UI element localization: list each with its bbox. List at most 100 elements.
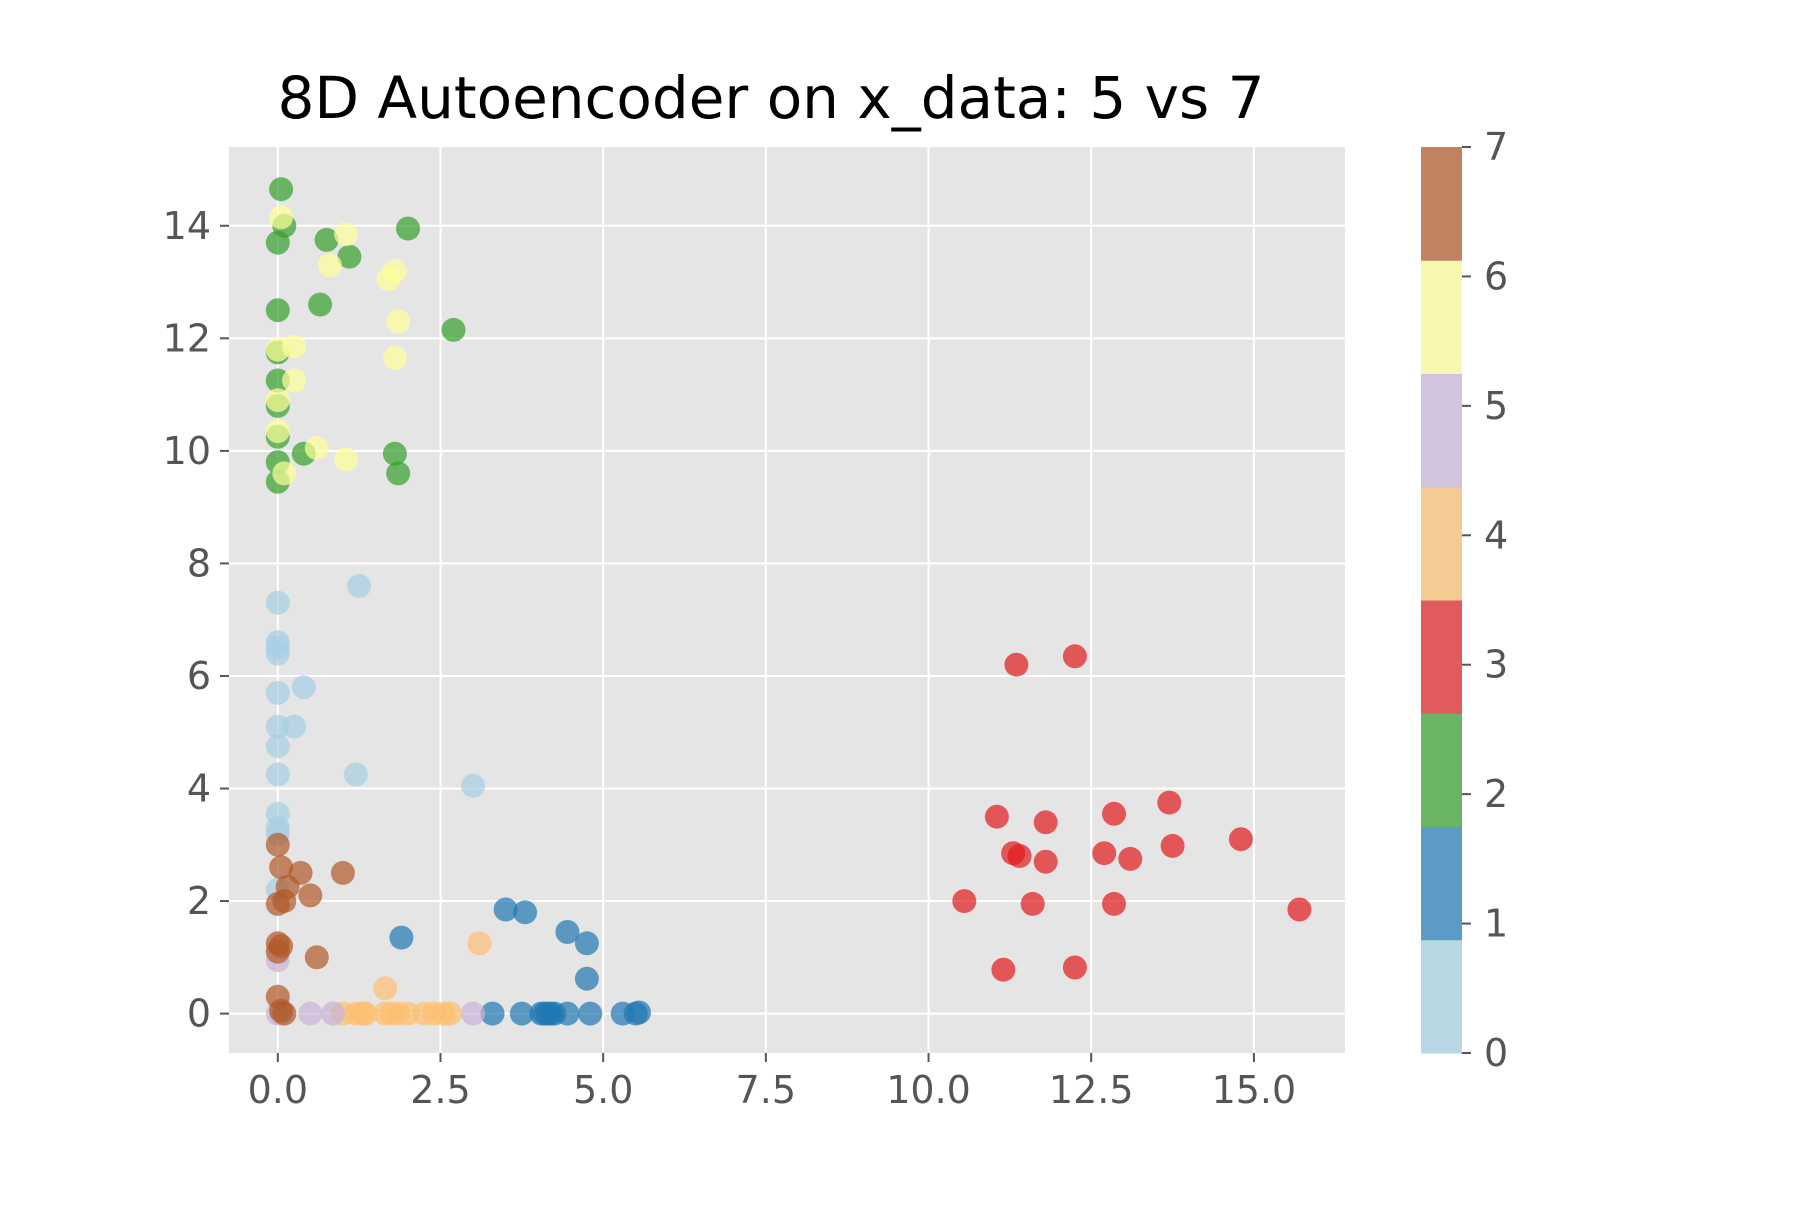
data-point: [269, 177, 294, 202]
y-tick-label: 0: [187, 992, 211, 1036]
data-point: [272, 889, 297, 914]
data-point: [304, 436, 329, 461]
data-point: [265, 230, 290, 255]
data-point: [317, 253, 342, 278]
data-point: [330, 860, 355, 885]
data-point: [347, 573, 372, 598]
colorbar-tick-label: 4: [1484, 513, 1508, 557]
y-tick-label: 4: [187, 767, 211, 811]
y-tick-label: 10: [163, 429, 211, 473]
data-point: [574, 931, 599, 956]
data-point: [952, 889, 977, 914]
colorbar-segment: [1421, 486, 1462, 601]
data-point: [441, 317, 466, 342]
colorbar-tick-label: 2: [1484, 772, 1508, 816]
data-point: [1007, 844, 1032, 868]
data-point: [382, 346, 407, 370]
data-point: [1160, 833, 1185, 858]
colorbar-segment: [1421, 600, 1462, 714]
data-point: [1092, 841, 1117, 866]
data-point: [265, 734, 290, 759]
data-point: [265, 832, 290, 857]
data-point: [269, 205, 294, 230]
data-point: [1118, 846, 1143, 871]
data-point: [382, 258, 407, 283]
data-point: [265, 419, 290, 444]
colorbar-tick-label: 6: [1484, 254, 1508, 298]
data-point: [461, 773, 485, 798]
data-point: [1004, 652, 1029, 677]
y-tick-label: 14: [163, 204, 211, 248]
data-point: [304, 945, 329, 970]
data-points: [265, 177, 1312, 1026]
data-point: [265, 298, 290, 323]
colorbar-tick-label: 0: [1484, 1031, 1508, 1075]
x-tick-label: 15.0: [1212, 1068, 1297, 1112]
colorbar-tick-label: 1: [1484, 902, 1508, 946]
data-point: [467, 931, 492, 956]
colorbar-segment: [1421, 713, 1462, 827]
colorbar: 0 1 2 3 4 5 6 7: [1421, 125, 1508, 1075]
colorbar-segment: [1421, 147, 1462, 261]
data-point: [1157, 790, 1182, 815]
data-point: [461, 1001, 485, 1026]
data-point: [984, 804, 1009, 829]
data-point: [282, 368, 307, 393]
data-point: [386, 461, 411, 486]
data-point: [513, 900, 538, 925]
data-point: [265, 641, 290, 666]
colorbar-segment: [1421, 373, 1462, 488]
y-tick-label: 8: [187, 541, 211, 585]
data-point: [314, 227, 339, 252]
y-tick-label: 6: [187, 654, 211, 698]
data-point: [386, 309, 411, 334]
data-point: [298, 883, 323, 908]
data-point: [578, 1001, 603, 1026]
data-point: [272, 461, 297, 486]
x-tick-label: 12.5: [1049, 1068, 1134, 1112]
data-point: [265, 590, 290, 615]
data-point: [1033, 810, 1058, 835]
data-point: [1228, 827, 1253, 852]
colorbar-segment: [1421, 826, 1462, 941]
x-tick-label: 2.5: [410, 1068, 470, 1112]
x-tick-label: 7.5: [736, 1068, 796, 1112]
data-point: [373, 976, 398, 1001]
colorbar-tick-label: 7: [1484, 125, 1508, 169]
data-point: [265, 939, 290, 964]
x-tick-label: 5.0: [573, 1068, 633, 1112]
data-point: [1102, 801, 1126, 826]
data-point: [308, 292, 333, 317]
data-point: [396, 216, 420, 241]
data-point: [265, 337, 290, 362]
colorbar-segment: [1421, 260, 1462, 374]
data-point: [1020, 891, 1045, 916]
data-point: [321, 1001, 346, 1026]
data-point: [334, 447, 359, 472]
data-point: [1033, 849, 1058, 874]
data-point: [353, 1001, 378, 1026]
data-point: [272, 1001, 297, 1026]
y-axis: 0 2 4 6 8 10 12 14: [163, 204, 229, 1036]
data-point: [1287, 897, 1312, 922]
data-point: [269, 855, 294, 880]
x-axis: 0.0 2.5 5.0 7.5 10.0 12.5 15.0: [248, 1053, 1297, 1112]
data-point: [493, 897, 518, 922]
data-point: [438, 1001, 463, 1026]
colorbar-tick-label: 5: [1484, 384, 1508, 428]
data-point: [1062, 955, 1087, 980]
data-point: [282, 714, 307, 739]
data-point: [389, 925, 414, 950]
colorbar-segment: [1421, 939, 1462, 1054]
data-point: [291, 675, 316, 700]
data-point: [343, 762, 368, 787]
colorbar-tick-label: 3: [1484, 643, 1508, 687]
data-point: [265, 762, 290, 787]
y-tick-label: 12: [163, 316, 211, 360]
data-point: [382, 441, 407, 466]
data-point: [298, 1001, 323, 1026]
data-point: [265, 680, 290, 705]
x-tick-label: 0.0: [248, 1068, 308, 1112]
data-point: [334, 222, 359, 247]
